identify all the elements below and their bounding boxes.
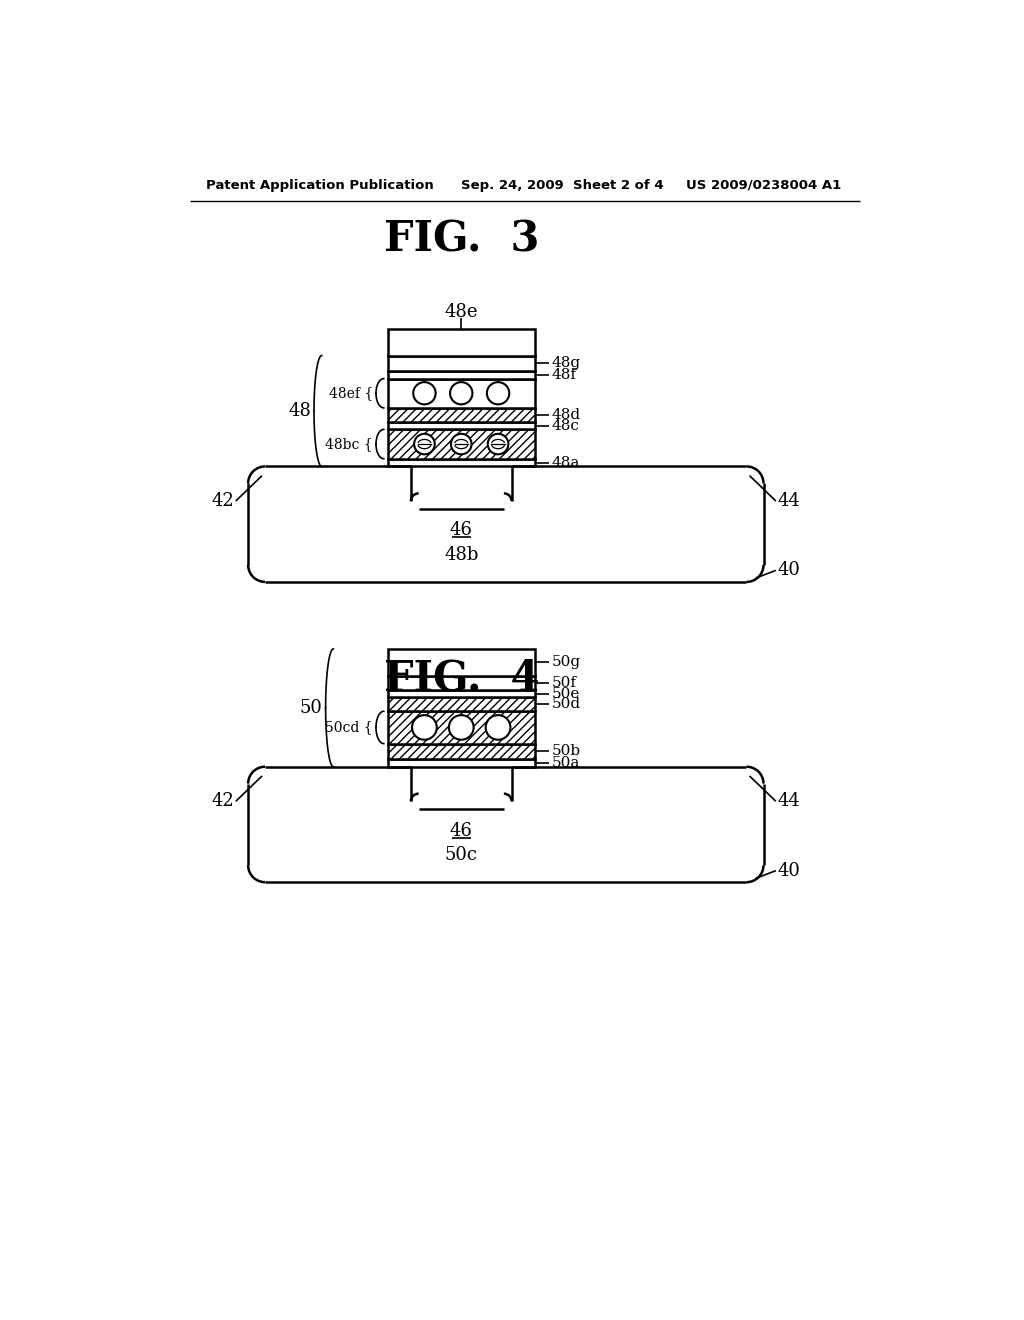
Bar <box>388 649 535 676</box>
Text: 50b: 50b <box>552 744 581 758</box>
Circle shape <box>412 715 437 739</box>
Bar <box>388 408 535 422</box>
Circle shape <box>414 381 435 404</box>
Polygon shape <box>248 466 764 582</box>
Text: 48b: 48b <box>444 546 478 564</box>
Polygon shape <box>248 767 764 882</box>
Bar <box>388 422 535 429</box>
Bar <box>388 329 535 355</box>
Text: 50g: 50g <box>552 655 581 669</box>
Circle shape <box>451 381 472 404</box>
Text: 50: 50 <box>300 698 323 717</box>
Text: Sep. 24, 2009  Sheet 2 of 4: Sep. 24, 2009 Sheet 2 of 4 <box>461 178 664 191</box>
Text: 50d: 50d <box>552 697 581 711</box>
Text: US 2009/0238004 A1: US 2009/0238004 A1 <box>686 178 842 191</box>
Bar <box>388 689 535 697</box>
Bar <box>388 697 535 711</box>
Text: 40: 40 <box>777 862 801 879</box>
Bar <box>388 355 535 371</box>
Circle shape <box>449 715 474 739</box>
Bar <box>388 743 535 759</box>
Bar <box>388 711 535 743</box>
Text: 46: 46 <box>450 521 473 540</box>
Text: 48f: 48f <box>552 368 577 381</box>
Bar <box>388 759 535 767</box>
Bar <box>388 676 535 689</box>
Text: FIG.  4: FIG. 4 <box>384 657 539 700</box>
Text: 42: 42 <box>211 792 234 810</box>
Text: 44: 44 <box>777 492 800 510</box>
Text: 48: 48 <box>288 403 311 420</box>
Circle shape <box>451 434 472 454</box>
Text: 46: 46 <box>450 821 473 840</box>
Bar <box>388 429 535 459</box>
Text: 44: 44 <box>777 792 800 810</box>
Text: 48g: 48g <box>552 356 581 370</box>
Text: 50cd {: 50cd { <box>326 721 373 734</box>
Text: 48e: 48e <box>444 302 478 321</box>
Text: 50f: 50f <box>552 676 577 690</box>
Circle shape <box>486 381 509 404</box>
Text: 48bc {: 48bc { <box>326 437 373 451</box>
Text: 40: 40 <box>777 561 801 579</box>
Text: 48d: 48d <box>552 408 581 422</box>
Text: 48ef {: 48ef { <box>329 387 373 400</box>
Text: 50a: 50a <box>552 756 581 770</box>
Bar <box>388 379 535 408</box>
Circle shape <box>414 434 435 454</box>
Circle shape <box>485 715 510 739</box>
Bar <box>388 371 535 379</box>
Text: 50e: 50e <box>552 686 581 701</box>
Text: 48a: 48a <box>552 455 581 470</box>
Text: Patent Application Publication: Patent Application Publication <box>206 178 433 191</box>
Text: FIG.  3: FIG. 3 <box>384 218 539 260</box>
Bar <box>388 459 535 466</box>
Text: 48c: 48c <box>552 418 580 433</box>
Circle shape <box>487 434 508 454</box>
Text: 50c: 50c <box>444 846 478 865</box>
Text: 42: 42 <box>211 492 234 510</box>
